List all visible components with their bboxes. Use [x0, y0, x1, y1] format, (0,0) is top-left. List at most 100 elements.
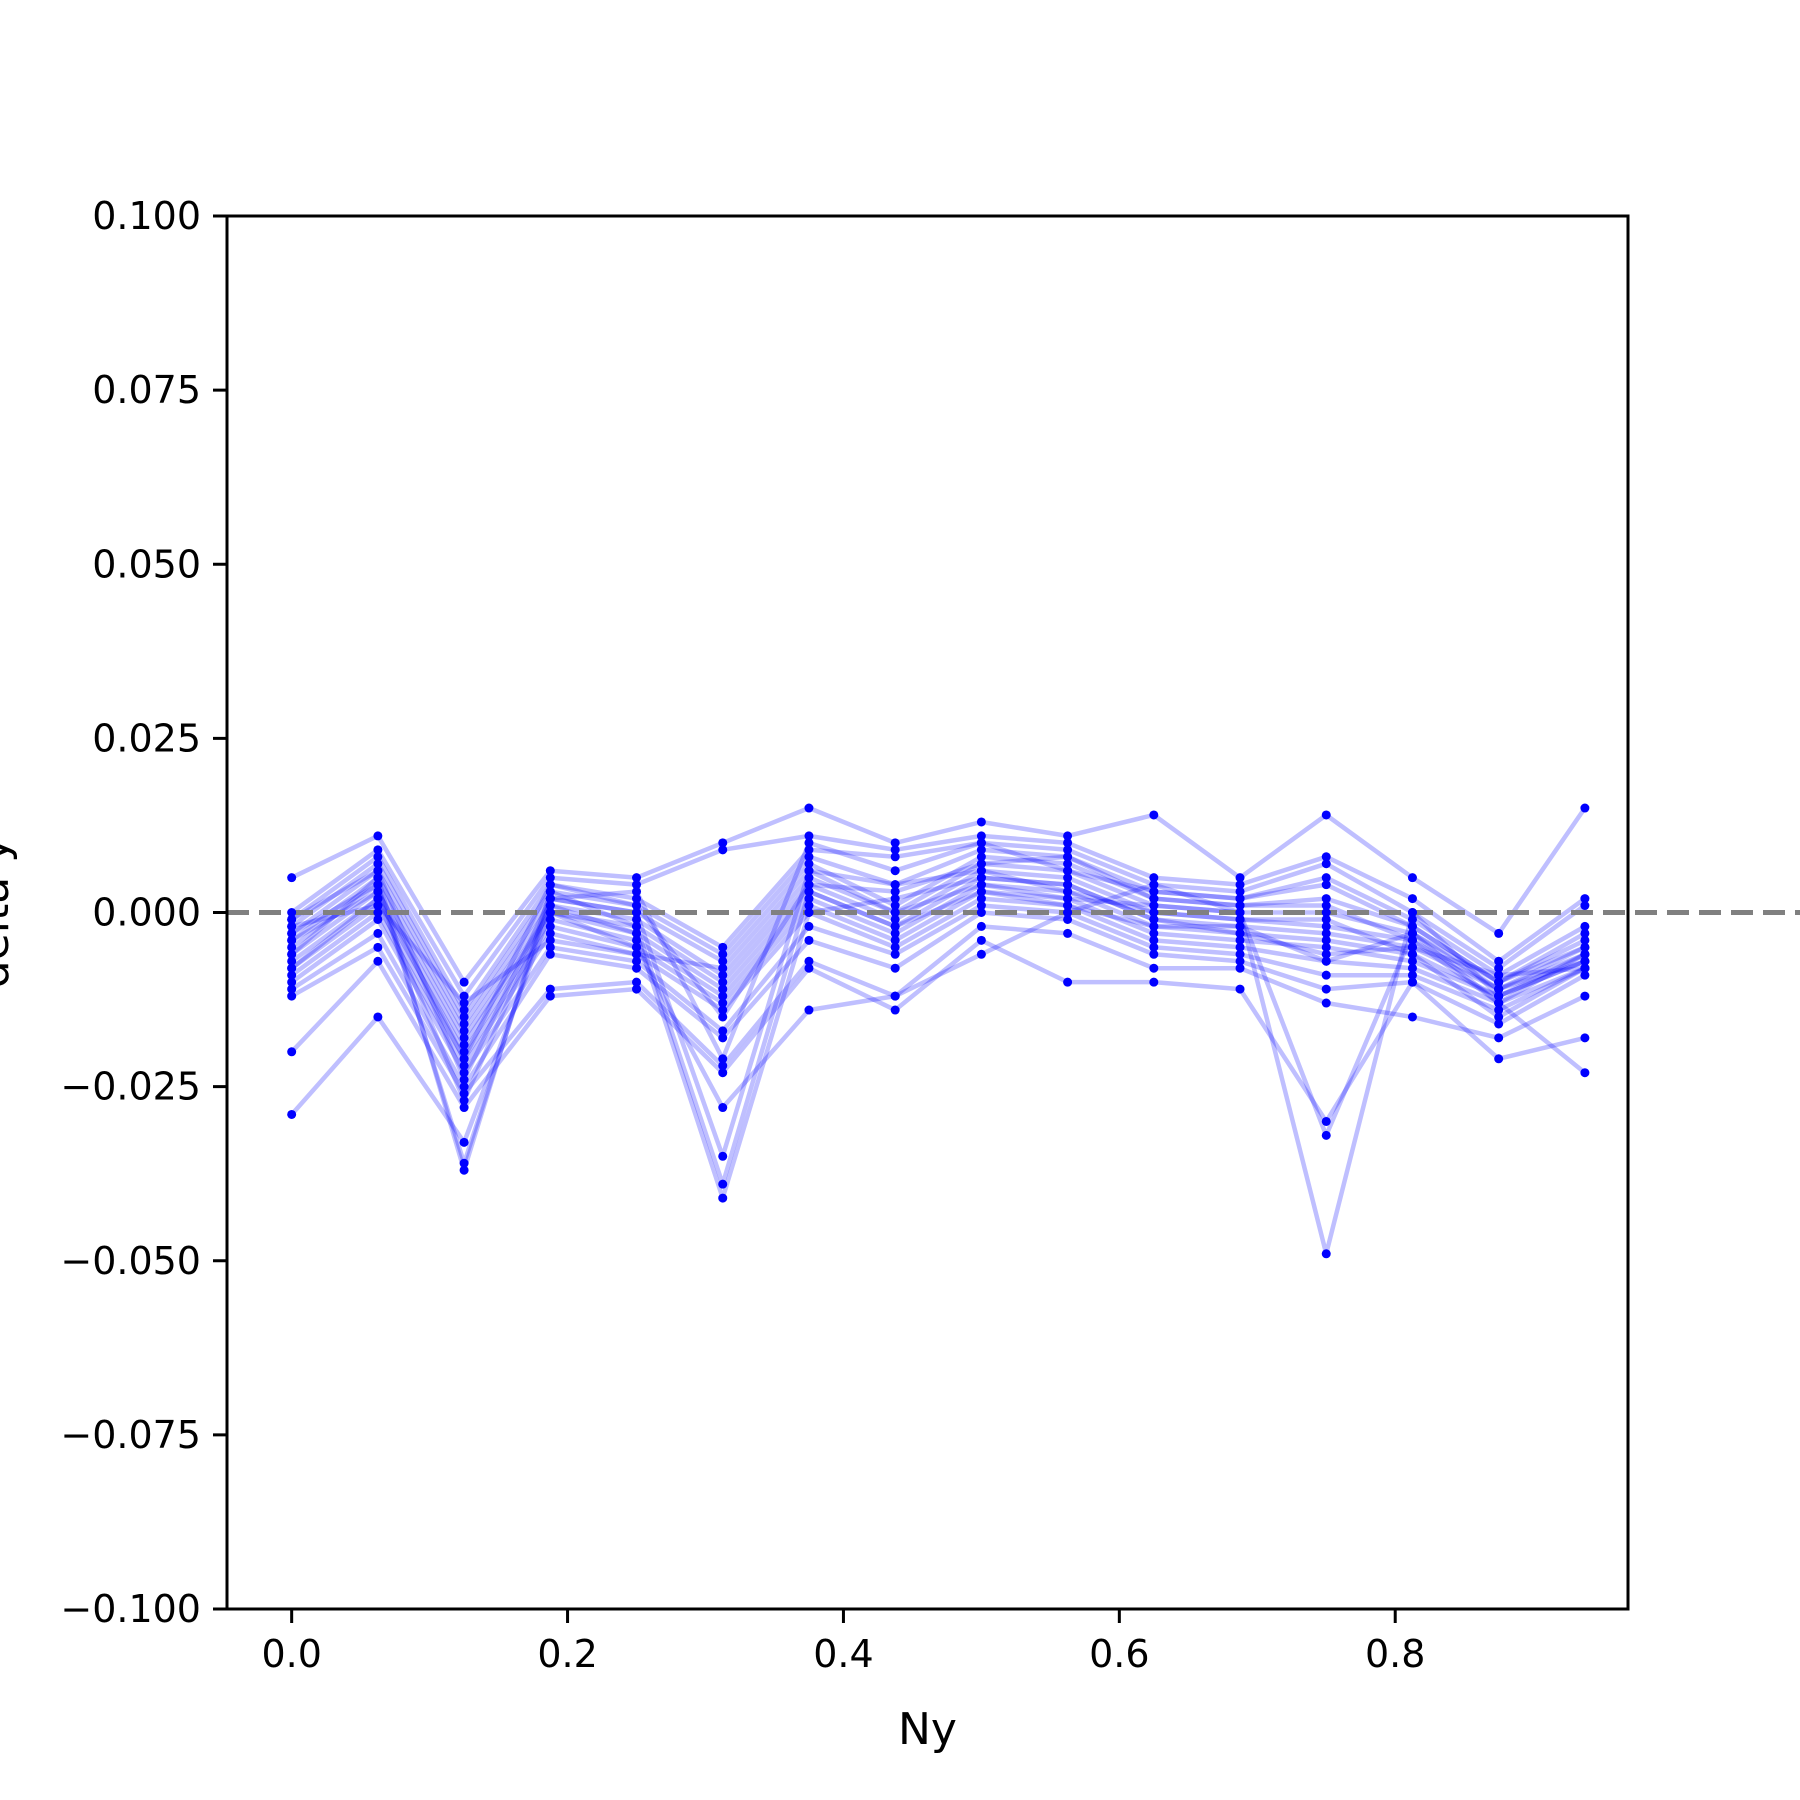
- data-point: [804, 838, 814, 848]
- data-point: [459, 1075, 469, 1085]
- data-point: [1235, 984, 1245, 994]
- data-point: [1063, 866, 1073, 876]
- data-point: [1494, 991, 1504, 1001]
- series-line-21: [290, 854, 1587, 1062]
- data-point: [287, 928, 297, 938]
- data-point: [632, 984, 642, 994]
- data-point: [718, 1151, 728, 1161]
- data-point: [1407, 908, 1417, 917]
- data-point: [287, 1109, 297, 1119]
- y-tick-label: −0.075: [60, 1413, 201, 1457]
- data-point: [718, 991, 728, 1001]
- data-point: [718, 998, 728, 1008]
- series-line-4: [290, 847, 1587, 1020]
- data-point: [287, 873, 297, 883]
- data-point: [1149, 921, 1159, 931]
- data-point: [718, 1005, 728, 1015]
- series-line-11: [290, 896, 1586, 1068]
- data-point: [890, 838, 900, 848]
- data-point: [1407, 970, 1417, 980]
- series-line-17: [290, 868, 1586, 1257]
- data-point: [1580, 949, 1590, 959]
- data-point: [804, 845, 814, 855]
- data-point: [1235, 956, 1245, 966]
- data-point: [976, 859, 986, 869]
- data-point: [459, 1061, 469, 1071]
- data-point: [1494, 963, 1504, 973]
- data-point: [545, 887, 555, 897]
- data-point: [1407, 894, 1417, 904]
- data-point: [1580, 991, 1590, 1001]
- data-point: [632, 873, 642, 883]
- series-line-15: [290, 938, 1586, 1124]
- data-point: [545, 942, 555, 952]
- series-line-7: [290, 868, 1586, 1041]
- series-line-5: [290, 854, 1587, 1027]
- data-point: [890, 852, 900, 862]
- data-point: [718, 838, 728, 848]
- data-point: [1235, 894, 1245, 904]
- data-point: [459, 977, 469, 987]
- data-point: [459, 991, 469, 1001]
- y-tick-label: −0.025: [60, 1065, 201, 1109]
- data-point: [287, 991, 297, 1001]
- data-point: [976, 852, 986, 862]
- data-point: [976, 901, 986, 911]
- data-point: [1149, 810, 1159, 820]
- data-point: [459, 1082, 469, 1092]
- data-point: [1407, 914, 1417, 924]
- data-point: [545, 935, 555, 945]
- data-point: [545, 873, 555, 883]
- data-point: [545, 908, 555, 917]
- data-point: [459, 1019, 469, 1029]
- data-point: [804, 1005, 814, 1015]
- data-point: [373, 866, 383, 876]
- data-point: [718, 1012, 728, 1022]
- data-point: [890, 845, 900, 855]
- data-point: [804, 894, 814, 904]
- data-point: [287, 949, 297, 959]
- data-point: [890, 887, 900, 897]
- data-point: [1063, 873, 1073, 883]
- series-line-9: [290, 882, 1586, 1055]
- data-point: [1063, 977, 1073, 987]
- y-tick-label: 0.100: [92, 194, 201, 238]
- x-tick-label: 0.8: [1365, 1632, 1425, 1676]
- data-point: [459, 998, 469, 1008]
- data-point: [890, 991, 900, 1001]
- data-point: [1235, 880, 1245, 890]
- data-point: [1235, 921, 1245, 931]
- data-point: [1235, 963, 1245, 973]
- data-point: [976, 949, 986, 959]
- data-point: [1494, 1054, 1504, 1064]
- data-point: [1321, 852, 1331, 862]
- data-point: [1235, 942, 1245, 952]
- data-point: [545, 984, 555, 994]
- data-point: [632, 977, 642, 987]
- data-point: [287, 1047, 297, 1057]
- data-point: [287, 970, 297, 980]
- series-line-18: [290, 875, 1586, 1187]
- data-point: [1063, 852, 1073, 862]
- data-point: [1149, 928, 1159, 938]
- data-point: [804, 921, 814, 931]
- data-point: [632, 942, 642, 952]
- data-point: [1494, 1033, 1504, 1043]
- data-point: [287, 921, 297, 931]
- data-point: [1321, 998, 1331, 1008]
- data-point: [1494, 998, 1504, 1008]
- data-point: [632, 935, 642, 945]
- data-point: [890, 914, 900, 924]
- data-point: [459, 1089, 469, 1099]
- data-point: [718, 845, 728, 855]
- data-point: [373, 901, 383, 911]
- data-point: [632, 921, 642, 931]
- y-tick-label: −0.100: [60, 1587, 201, 1631]
- data-point: [1321, 949, 1331, 959]
- data-point: [804, 963, 814, 973]
- data-point: [976, 873, 986, 883]
- series-line-10: [290, 889, 1586, 1062]
- data-point: [1063, 928, 1073, 938]
- data-point: [1407, 949, 1417, 959]
- data-point: [1321, 1249, 1331, 1259]
